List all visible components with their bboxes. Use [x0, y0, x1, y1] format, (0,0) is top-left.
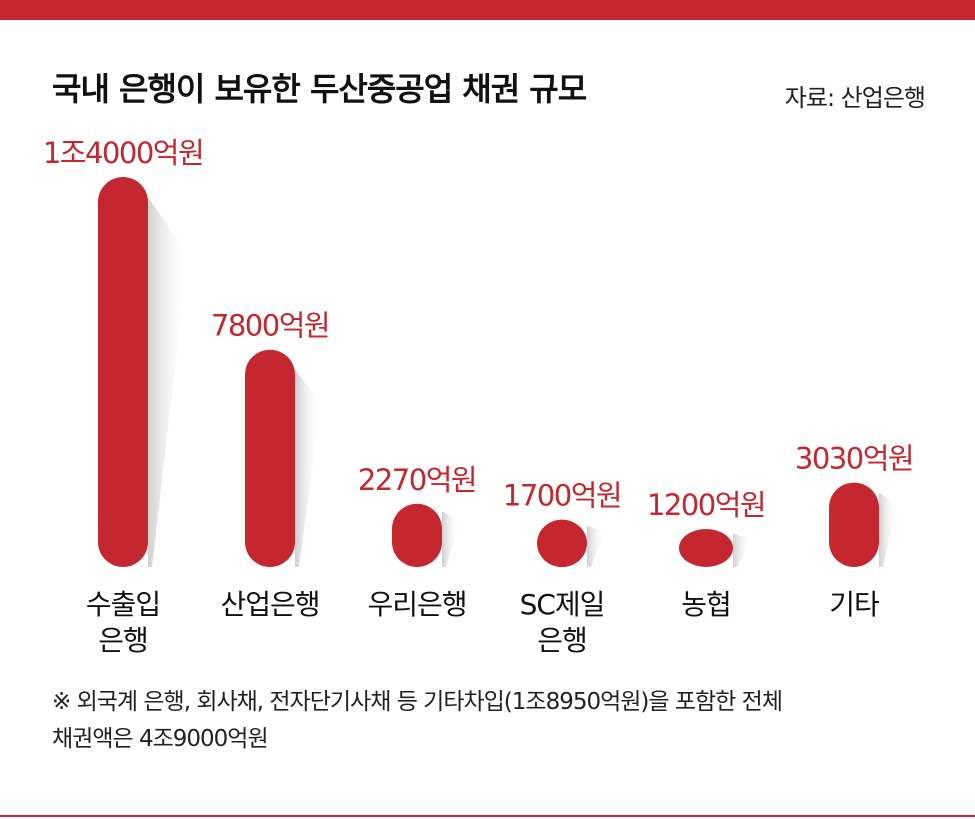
- chart-title: 국내 은행이 보유한 두산중공업 채권 규모: [52, 70, 587, 108]
- value-label-3: 1700억원: [503, 479, 621, 513]
- category-label-4-0: 농협: [681, 588, 731, 621]
- bar-shadow-4: [733, 533, 751, 567]
- value-label-2: 2270억원: [358, 463, 476, 497]
- value-label-4: 1200억원: [647, 488, 765, 522]
- bar-shadow-0: [148, 197, 188, 567]
- bar-1: [245, 349, 295, 567]
- category-label-3-0: SC제일: [520, 588, 605, 621]
- bar-0: [98, 177, 148, 567]
- footnote-line-2: 채권액은 4조9000억원: [52, 726, 269, 752]
- category-label-2-0: 우리은행: [367, 588, 466, 621]
- bar-3: [537, 519, 587, 567]
- value-label-1: 7800억원: [211, 309, 329, 343]
- bar-chart: 1조4000억원수출입은행7800억원산업은행2270억원우리은행1700억원S…: [43, 136, 915, 657]
- category-label-3-1: 은행: [537, 624, 587, 657]
- category-label-1-0: 산업은행: [220, 588, 319, 621]
- bar-shadow-5: [879, 492, 897, 567]
- category-label-5-0: 기타: [829, 588, 879, 621]
- bar-shadow-3: [587, 525, 605, 567]
- value-label-5: 3030억원: [795, 442, 913, 476]
- bar-5: [829, 482, 879, 567]
- category-label-0-1: 은행: [98, 624, 148, 657]
- top-accent-bar: [0, 0, 975, 20]
- bottom-rule: [0, 815, 975, 817]
- value-label-0: 1조4000억원: [43, 136, 203, 170]
- source-label: 자료: 산업은행: [784, 84, 926, 112]
- bar-shadow-2: [442, 511, 460, 567]
- category-label-0-0: 수출입: [86, 588, 160, 621]
- bar-shadow-1: [295, 369, 322, 567]
- footnote-line-1: ※ 외국계 은행, 회사채, 전자단기사채 등 기타차입(1조8950억원)을 …: [52, 689, 783, 715]
- footnote: ※ 외국계 은행, 회사채, 전자단기사채 등 기타차입(1조8950억원)을 …: [52, 684, 932, 758]
- bar-2: [392, 503, 442, 567]
- bar-4: [679, 529, 733, 567]
